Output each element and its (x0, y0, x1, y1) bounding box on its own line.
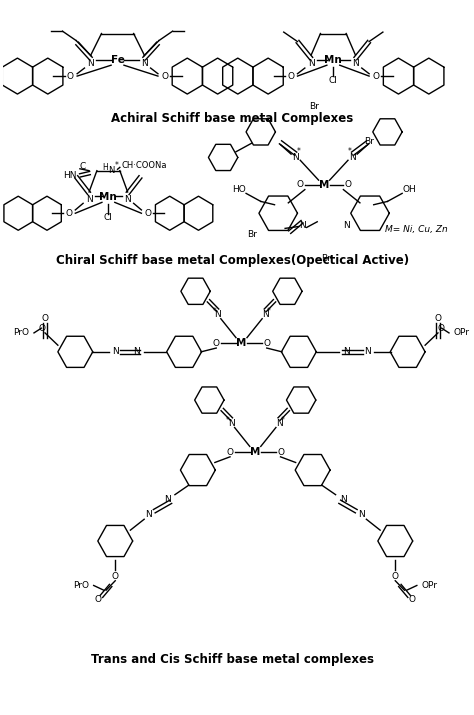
Text: C: C (80, 162, 86, 171)
Text: O: O (277, 448, 284, 457)
Text: N: N (141, 59, 147, 68)
Text: Trans and Cis Schiff base metal complexes: Trans and Cis Schiff base metal complexe… (91, 653, 374, 666)
Text: O: O (95, 595, 102, 604)
Text: O: O (161, 72, 168, 81)
Text: N: N (343, 347, 349, 356)
Text: O: O (438, 324, 445, 332)
Text: O: O (435, 314, 441, 323)
Text: O: O (112, 571, 119, 581)
Text: M: M (319, 180, 329, 190)
Text: Cl: Cl (329, 77, 338, 85)
Text: Cl: Cl (103, 214, 112, 222)
Text: OH: OH (402, 185, 416, 194)
Text: Mn: Mn (324, 54, 342, 64)
Text: N: N (214, 310, 221, 320)
Text: N: N (109, 166, 115, 174)
Text: Mn: Mn (100, 192, 117, 202)
Text: O: O (213, 339, 220, 347)
Text: O: O (297, 180, 304, 189)
Text: O: O (38, 324, 46, 332)
Text: *: * (212, 307, 216, 316)
Text: M= Ni, Cu, Zn: M= Ni, Cu, Zn (385, 225, 447, 235)
Text: N: N (343, 220, 349, 230)
Text: M: M (250, 447, 260, 457)
Text: O: O (263, 339, 270, 347)
Text: N: N (308, 59, 315, 68)
Text: N: N (292, 153, 299, 162)
Text: Br: Br (309, 102, 319, 112)
Text: O: O (373, 72, 380, 81)
Text: N: N (228, 419, 235, 428)
Text: OPr: OPr (454, 328, 470, 337)
Text: O: O (227, 448, 234, 457)
Text: O: O (409, 595, 416, 604)
Text: N: N (134, 347, 140, 356)
Text: O: O (145, 209, 151, 218)
Text: PrO: PrO (13, 328, 29, 337)
Text: Br: Br (246, 230, 256, 239)
Text: Fe: Fe (110, 54, 125, 64)
Text: Br: Br (365, 137, 374, 146)
Text: N: N (262, 310, 269, 320)
Text: N: N (299, 220, 305, 230)
Text: *: * (281, 415, 284, 425)
Text: *: * (348, 147, 352, 156)
Text: N: N (340, 495, 347, 504)
Text: O: O (42, 314, 48, 323)
Text: O: O (65, 209, 73, 218)
Text: N: N (112, 347, 118, 356)
Text: O: O (67, 72, 74, 81)
Text: PrO: PrO (73, 581, 89, 590)
Text: HN: HN (63, 171, 76, 180)
Text: OPr: OPr (421, 581, 438, 590)
Text: Br: Br (321, 254, 331, 262)
Text: O: O (392, 571, 399, 581)
Text: N: N (358, 510, 365, 519)
Text: N: N (88, 59, 94, 68)
Text: *: * (296, 147, 300, 156)
Text: Chiral Schiff base metal Complexes(Opectical Active): Chiral Schiff base metal Complexes(Opect… (56, 254, 409, 267)
Text: N: N (349, 153, 356, 162)
Text: N: N (86, 194, 92, 204)
Text: CH·COONa: CH·COONa (121, 162, 167, 170)
Text: N: N (352, 59, 359, 68)
Text: *: * (226, 415, 230, 425)
Text: O: O (287, 72, 294, 81)
Text: M: M (237, 338, 246, 348)
Text: N: N (124, 194, 131, 204)
Text: N: N (276, 419, 283, 428)
Text: *: * (115, 162, 118, 170)
Text: H: H (102, 163, 108, 172)
Text: N: N (365, 347, 371, 356)
Text: O: O (345, 180, 352, 189)
Text: *: * (267, 307, 271, 316)
Text: N: N (164, 495, 171, 504)
Text: Achiral Schiff base metal Complexes: Achiral Schiff base metal Complexes (111, 112, 354, 125)
Text: N: N (146, 510, 152, 519)
Text: HO: HO (232, 185, 246, 194)
